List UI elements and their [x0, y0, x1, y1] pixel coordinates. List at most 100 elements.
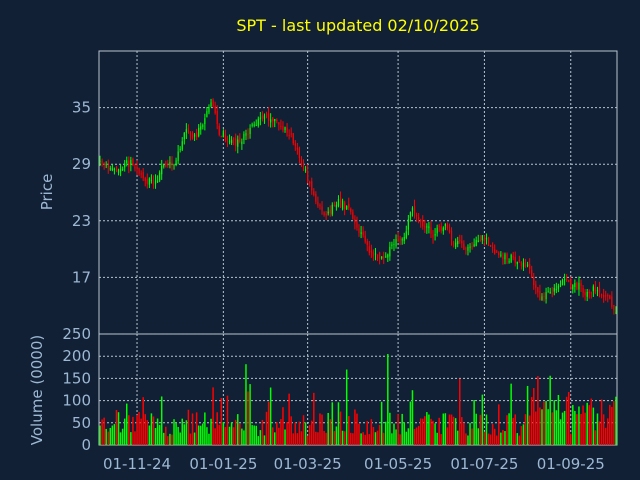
candle-body: [270, 119, 272, 123]
candle-body: [344, 202, 346, 209]
candle-body: [510, 254, 512, 263]
volume-bar: [391, 433, 393, 445]
volume-bar: [440, 433, 442, 445]
volume-bar: [481, 394, 484, 445]
candle-body: [475, 240, 477, 247]
volume-bar: [251, 425, 253, 445]
candle-body: [140, 173, 142, 175]
candle-body: [438, 225, 440, 227]
volume-bar: [352, 433, 354, 445]
volume-bar: [202, 423, 204, 445]
candle-body: [607, 295, 609, 297]
volume-axis-label: Volume (0000): [28, 335, 46, 445]
candle-body: [467, 246, 469, 251]
volume-bar: [541, 409, 543, 445]
volume-bar: [267, 401, 270, 445]
volume-bar: [372, 427, 375, 445]
volume-bar: [302, 415, 305, 445]
candle-body: [193, 134, 196, 137]
volume-bar: [99, 425, 101, 445]
candle-body: [321, 206, 323, 211]
volume-bar: [393, 423, 395, 445]
candle-body: [391, 244, 393, 246]
volume-bar: [510, 383, 512, 445]
volume-bar: [226, 395, 229, 445]
volume-bar: [274, 432, 276, 445]
volume-bar: [489, 434, 492, 445]
candle-body: [496, 251, 498, 253]
volume-bar: [304, 422, 307, 445]
volume-bar: [173, 419, 175, 445]
candle-body: [535, 284, 537, 288]
volume-bar: [611, 406, 613, 445]
candle-body: [483, 237, 486, 241]
volume-bar: [292, 433, 294, 445]
candle-body: [200, 126, 202, 130]
candle-body: [173, 164, 175, 166]
candle-body: [401, 239, 403, 241]
volume-bar: [479, 414, 482, 445]
volume-tick-label: 200: [62, 347, 91, 365]
candle-body: [366, 241, 368, 245]
candle-body: [210, 102, 212, 107]
volume-tick-label: 50: [72, 414, 91, 432]
candle-body: [428, 226, 430, 229]
volume-bar: [520, 426, 523, 445]
volume-bar: [409, 401, 412, 445]
candle-body: [615, 312, 617, 314]
candle-body: [222, 132, 224, 138]
volume-bar: [389, 412, 391, 445]
volume-bar: [206, 427, 208, 445]
volume-bar: [553, 400, 556, 445]
volume-bar: [345, 369, 348, 445]
volume-bar: [463, 422, 465, 445]
volume-bar: [502, 429, 504, 445]
volume-bar: [290, 416, 292, 445]
candle-body: [142, 172, 144, 178]
candle-body: [307, 170, 309, 182]
candle-body: [159, 172, 161, 181]
volume-bar: [496, 435, 498, 445]
candle-body: [156, 180, 159, 183]
volume-bars: [99, 353, 617, 445]
volume-bar: [380, 401, 383, 445]
volume-bar: [557, 394, 560, 445]
candle-body: [134, 166, 136, 169]
candle-body: [473, 244, 475, 247]
volume-bar: [179, 432, 181, 445]
volume-bar: [337, 402, 340, 445]
candle-body: [105, 164, 107, 166]
candle-body: [389, 246, 391, 257]
volume-bar: [144, 414, 146, 445]
candle-body: [265, 114, 268, 116]
candle-body: [487, 237, 490, 246]
candle-body: [397, 237, 399, 241]
candle-body: [313, 191, 315, 195]
volume-tick-labels: 0 50 100 150 200 250: [62, 325, 91, 454]
candle-body: [537, 287, 539, 293]
candle-body: [251, 124, 253, 126]
candle-body: [109, 168, 111, 170]
volume-bar: [117, 412, 120, 445]
candle-body: [350, 208, 352, 212]
candle-body: [500, 254, 502, 256]
volume-bar: [485, 414, 488, 445]
candle-body: [477, 240, 479, 243]
candle-body: [358, 228, 360, 234]
candle-body: [339, 196, 342, 208]
candle-body: [403, 236, 405, 241]
candle-body: [237, 139, 239, 147]
candle-body: [481, 235, 483, 241]
candle-body: [165, 163, 167, 165]
volume-bar: [533, 388, 535, 445]
volume-bar: [101, 419, 103, 445]
volume-bar: [522, 424, 525, 445]
candle-body: [122, 169, 124, 171]
volume-bar: [308, 425, 311, 445]
volume-bar: [565, 396, 568, 445]
volume-bar: [241, 428, 243, 445]
volume-bar: [105, 428, 107, 445]
volume-bar: [294, 422, 297, 445]
candle-body: [559, 285, 562, 287]
